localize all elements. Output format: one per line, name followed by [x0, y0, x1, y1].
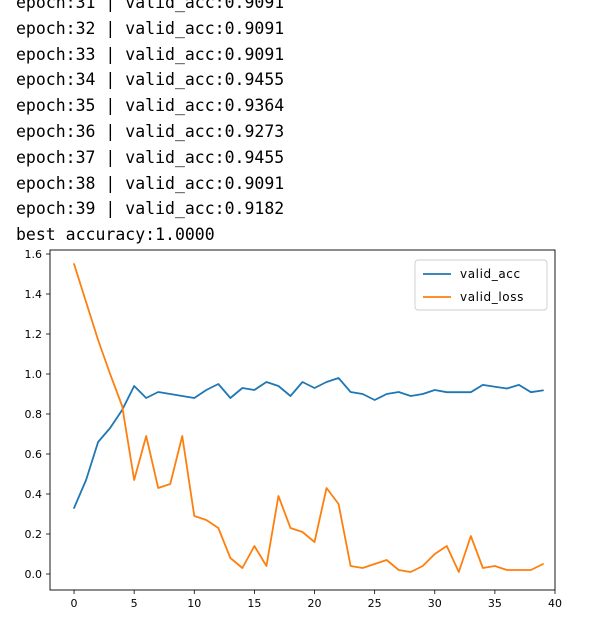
y-tick-label: 0.4 — [25, 488, 43, 501]
legend-label-valid-acc: valid_acc — [460, 267, 521, 281]
y-tick-label: 1.2 — [25, 328, 43, 341]
epoch-log-line: epoch:36 | valid_acc:0.9273 — [16, 119, 284, 145]
x-tick-label: 30 — [428, 597, 442, 610]
epoch-log-line: epoch:32 | valid_acc:0.9091 — [16, 16, 284, 42]
x-tick-label: 5 — [131, 597, 138, 610]
y-tick-label: 1.4 — [25, 288, 43, 301]
x-tick-label: 10 — [187, 597, 201, 610]
epoch-log-line: epoch:38 | valid_acc:0.9091 — [16, 171, 284, 197]
console-output: epoch:31 | valid_acc:0.9091 epoch:32 | va… — [16, 0, 284, 248]
epoch-log-line: epoch:37 | valid_acc:0.9455 — [16, 145, 284, 171]
epoch-log-line: epoch:33 | valid_acc:0.9091 — [16, 42, 284, 68]
legend-label-valid-loss: valid_loss — [460, 290, 524, 304]
y-tick-label: 1.6 — [25, 248, 43, 261]
y-tick-label: 0.6 — [25, 448, 43, 461]
x-tick-label: 25 — [368, 597, 382, 610]
y-tick-label: 0.8 — [25, 408, 43, 421]
x-tick-label: 20 — [308, 597, 322, 610]
epoch-log-line: epoch:31 | valid_acc:0.9091 — [16, 0, 284, 16]
x-tick-label: 15 — [247, 597, 261, 610]
epoch-log-line: epoch:34 | valid_acc:0.9455 — [16, 67, 284, 93]
epoch-log-line: epoch:35 | valid_acc:0.9364 — [16, 93, 284, 119]
x-tick-label: 35 — [488, 597, 502, 610]
x-tick-label: 0 — [71, 597, 78, 610]
epoch-log-line: epoch:39 | valid_acc:0.9182 — [16, 196, 284, 222]
y-tick-label: 0.0 — [25, 568, 43, 581]
y-tick-label: 1.0 — [25, 368, 43, 381]
x-tick-label: 40 — [548, 597, 562, 610]
training-chart: 0 5 10 15 20 25 30 35 40 0.0 0.2 0.4 0.6 0.8 1.0 1.2 1.4… — [0, 238, 595, 634]
y-tick-label: 0.2 — [25, 528, 43, 541]
